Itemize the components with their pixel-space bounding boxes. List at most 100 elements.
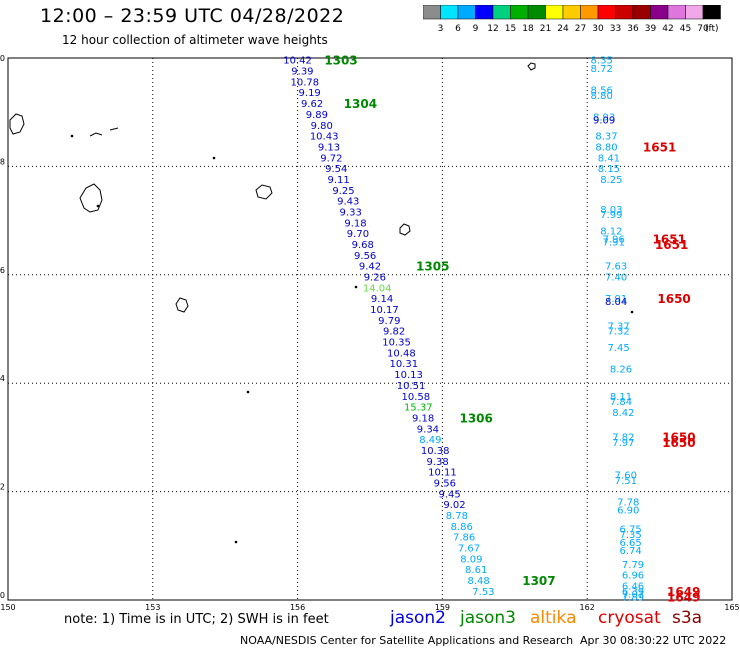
wave-height-label: 8.56 — [591, 86, 613, 97]
wave-height-label: 7.99 — [600, 210, 622, 221]
y-tick-label: 2 — [0, 483, 5, 492]
x-tick-label: 150 — [0, 603, 15, 612]
wave-height-label: 8.72 — [591, 64, 613, 75]
wave-height-label: 9.18 — [344, 218, 366, 229]
wave-height-label: 6.96 — [622, 571, 644, 582]
wave-height-label: 7.07 — [622, 590, 644, 601]
wave-height-label: 7.84 — [610, 397, 632, 408]
colorbar-tick: 33 — [610, 24, 621, 34]
colorbar-tick: 12 — [487, 24, 498, 34]
wave-height-label: 8.15 — [598, 164, 620, 175]
wave-height-label: 7.63 — [605, 262, 627, 273]
wave-height-label: 7.67 — [458, 544, 480, 555]
wave-height-label: 9.42 — [359, 262, 381, 273]
track-time-label: 1306 — [459, 411, 492, 425]
wave-height-label: 6.46 — [622, 581, 644, 592]
wave-height-label: 9.62 — [301, 99, 323, 110]
x-tick-label: 156 — [290, 603, 305, 612]
colorbar-tick: 3 — [438, 24, 444, 34]
colorbar-tick: 6 — [455, 24, 461, 34]
colorbar-tick: 36 — [627, 24, 639, 34]
wave-height-label: 8.48 — [467, 576, 489, 587]
colorbar-tick: 9 — [473, 24, 479, 34]
wave-height-label: 7.82 — [612, 432, 634, 443]
wave-height-label: 8.80 — [591, 91, 613, 102]
legend-altika: altika — [530, 608, 577, 628]
colorbar-tick: 18 — [522, 24, 534, 34]
island-outline — [255, 184, 273, 200]
island-outline — [175, 297, 189, 313]
x-tick-label: 165 — [724, 603, 739, 612]
wave-height-label: 10.43 — [310, 132, 339, 143]
island-dot — [354, 285, 358, 289]
wave-height-label: 8.80 — [595, 142, 617, 153]
island-dot — [212, 156, 216, 160]
legend-jason3: jason3 — [460, 608, 516, 628]
legend-jason2: jason2 — [390, 608, 446, 628]
track-time-label: 1650 — [662, 430, 695, 444]
wave-height-label: 8.26 — [610, 365, 632, 376]
track-time-label: 1651 — [643, 140, 676, 154]
plot-frame — [7, 57, 733, 601]
wave-height-label: 8.35 — [591, 56, 613, 67]
wave-height-label: 7.91 — [603, 237, 625, 248]
wave-height-label: 10.11 — [428, 468, 457, 479]
credit-line: NOAA/NESDIS Center for Satellite Applica… — [240, 634, 574, 647]
island-dot — [70, 134, 74, 138]
colorbar-tick: 30 — [592, 24, 604, 34]
wave-height-label: 8.41 — [598, 153, 620, 164]
wave-height-label: 7.37 — [607, 321, 629, 332]
colorbar-unit: (ft) — [705, 24, 719, 34]
track-time-label: 1651 — [653, 233, 686, 247]
wave-height-label: 10.58 — [402, 392, 431, 403]
island-dot — [96, 204, 100, 208]
wave-height-label: 8.09 — [460, 554, 482, 565]
wave-height-label: 9.68 — [352, 240, 374, 251]
island-outline — [527, 62, 536, 71]
wave-height-label: 8.86 — [451, 522, 473, 533]
wave-height-label: 8.12 — [600, 226, 622, 237]
wave-height-label: 8.49 — [419, 435, 441, 446]
wave-height-label: 9.82 — [383, 327, 405, 338]
y-tick-label: 10 — [0, 54, 5, 63]
wave-height-label: 10.17 — [370, 305, 399, 316]
colorbar-tick: 24 — [557, 24, 569, 34]
colorbar-tick: 15 — [505, 24, 516, 34]
legend-s3a: s3a — [672, 608, 703, 628]
colorbar-tick: 27 — [575, 24, 586, 34]
wave-height-label: 7.91 — [605, 294, 627, 305]
island-dot — [246, 390, 250, 394]
wave-height-label: 6.90 — [617, 506, 639, 517]
legend-cryosat: cryosat — [598, 608, 661, 628]
wave-height-label: 9.79 — [378, 316, 400, 327]
wave-height-label: 9.13 — [318, 142, 340, 153]
wave-height-label: 6.65 — [620, 538, 642, 549]
wave-height-label: 9.43 — [337, 197, 359, 208]
colorbar-tick: 70 — [697, 24, 709, 34]
island-dot — [234, 540, 238, 544]
wave-height-label: 9.09 — [593, 115, 615, 126]
wave-height-label: 9.56 — [354, 251, 376, 262]
track-time-label: 1649 — [667, 590, 700, 604]
wave-height-label: 9.80 — [311, 121, 333, 132]
wave-height-label: 8.61 — [465, 565, 487, 576]
wave-height-label: 7.51 — [615, 476, 637, 487]
wave-height-label: 10.78 — [291, 77, 320, 88]
track-time-label: 1650 — [662, 436, 695, 450]
track-time-label: 1303 — [324, 54, 357, 68]
wave-height-label: 9.19 — [299, 88, 321, 99]
wave-height-label: 7.86 — [453, 533, 475, 544]
wave-height-label: 8.11 — [610, 392, 632, 403]
wave-height-label: 9.45 — [439, 489, 461, 500]
wave-height-label: 9.11 — [327, 175, 349, 186]
page-subtitle: 12 hour collection of altimeter wave hei… — [62, 33, 328, 47]
island-outline — [9, 113, 25, 135]
y-tick-label: 4 — [0, 374, 5, 383]
island-dot — [630, 310, 634, 314]
track-time-label: 1305 — [416, 260, 449, 274]
wave-height-label: 7.53 — [472, 587, 494, 598]
colorbar-tick: 21 — [540, 24, 551, 34]
wave-height-label: 10.38 — [421, 446, 450, 457]
wave-height-label: 9.25 — [332, 186, 354, 197]
wave-height-label: 9.02 — [443, 500, 465, 511]
